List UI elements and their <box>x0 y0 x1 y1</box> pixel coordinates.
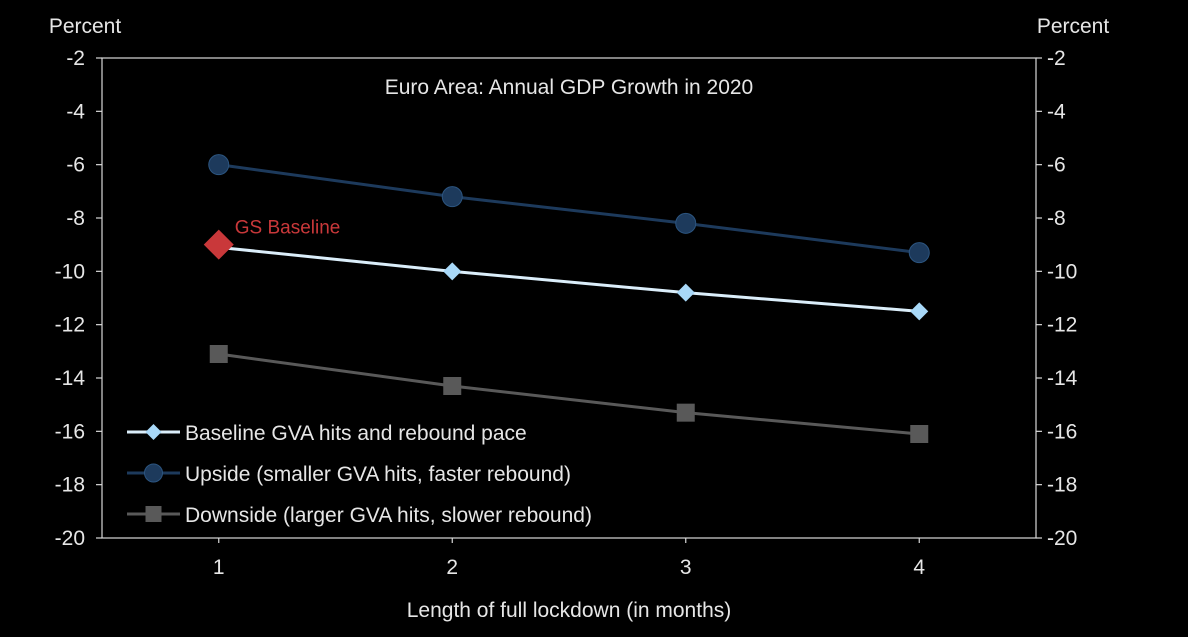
data-point <box>443 377 462 395</box>
legend-marker <box>145 506 162 522</box>
data-point <box>209 345 228 363</box>
y-tick-label-right: -16 <box>1047 420 1077 443</box>
legend-label: Baseline GVA hits and rebound pace <box>185 422 527 445</box>
y-tick-label-right: -8 <box>1047 207 1066 230</box>
y-tick-label-right: -18 <box>1047 474 1077 497</box>
x-axis-title: Length of full lockdown (in months) <box>407 599 732 622</box>
y-tick-label-left: -12 <box>55 314 85 337</box>
y-tick-label-right: -6 <box>1047 154 1066 177</box>
series-group <box>208 154 930 443</box>
left-axis-unit-label: Percent <box>49 15 122 38</box>
plot-area-border <box>101 57 1037 539</box>
legend-label: Upside (smaller GVA hits, faster rebound… <box>185 463 571 486</box>
series-3 <box>209 345 929 443</box>
x-tick-label: 3 <box>680 556 692 579</box>
y-tick-label-left: -14 <box>55 367 86 390</box>
labels-group: Euro Area: Annual GDP Growth in 2020 Per… <box>49 15 1110 622</box>
legend: Baseline GVA hits and rebound pace Upside… <box>127 422 592 527</box>
y-tick-label-left: -20 <box>55 527 85 550</box>
x-tick-label: 1 <box>213 556 225 579</box>
y-tick-label-left: -18 <box>55 474 85 497</box>
y-tick-label-left: -4 <box>66 100 85 123</box>
series-line <box>218 163 920 255</box>
series-1 <box>209 238 929 321</box>
data-point <box>676 403 695 422</box>
y-tick-label-right: -14 <box>1047 367 1078 390</box>
y-tick-label-left: -10 <box>55 260 85 283</box>
legend-item: Downside (larger GVA hits, slower reboun… <box>127 504 592 527</box>
y-tick-label-left: -8 <box>66 207 85 230</box>
y-tick-label-left: -6 <box>66 154 85 177</box>
annotation-group: GS Baseline <box>203 218 341 260</box>
data-point <box>908 242 930 264</box>
right-axis-unit-label: Percent <box>1037 15 1110 38</box>
y-tick-label-left: -16 <box>55 420 85 443</box>
data-point <box>676 283 695 302</box>
legend-marker <box>145 424 162 440</box>
data-point <box>910 425 929 443</box>
y-tick-label-right: -12 <box>1047 314 1077 337</box>
data-point <box>443 262 462 281</box>
axes-group: -2 -2 -4 -4 -6 -6 -8 -8 -10 -10 -12 -12 -14 -14 -16 -16… <box>55 47 1078 579</box>
x-tick-label: 2 <box>446 556 458 579</box>
y-tick-label-right: -10 <box>1047 260 1077 283</box>
series-line <box>218 352 920 436</box>
y-tick-label-left: -2 <box>66 47 85 70</box>
plot-frame-group <box>101 57 1037 539</box>
y-tick-label-right: -20 <box>1047 527 1077 550</box>
x-tick-label: 4 <box>913 556 925 579</box>
y-tick-label-right: -2 <box>1047 47 1066 70</box>
chart-title: Euro Area: Annual GDP Growth in 2020 <box>385 76 754 99</box>
data-point <box>208 154 230 176</box>
data-point <box>910 302 929 321</box>
series-2 <box>208 154 930 264</box>
legend-item: Upside (smaller GVA hits, faster rebound… <box>127 463 571 486</box>
legend-item: Baseline GVA hits and rebound pace <box>127 422 527 445</box>
data-point <box>441 186 463 208</box>
legend-label: Downside (larger GVA hits, slower reboun… <box>185 504 592 527</box>
data-point <box>675 212 697 234</box>
series-line <box>218 245 920 313</box>
gs-baseline-label: GS Baseline <box>235 218 341 239</box>
y-tick-label-right: -4 <box>1047 100 1066 123</box>
gs-baseline-marker <box>203 229 234 260</box>
legend-marker <box>144 463 163 483</box>
